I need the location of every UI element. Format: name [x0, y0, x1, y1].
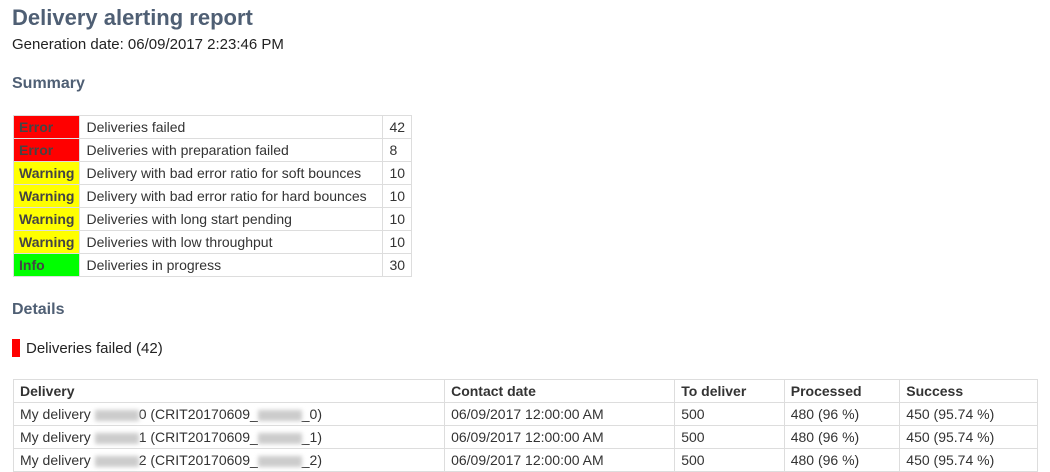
alert-count: 10 — [382, 230, 413, 254]
level-badge: Info — [12, 253, 81, 277]
page-title: Delivery alerting report — [12, 5, 253, 30]
table-row: My delivery 1 (CRIT20170609_ _1) 06/09/201… — [12, 425, 1038, 449]
level-badge: Error — [12, 138, 81, 162]
alert-count: 10 — [382, 207, 413, 231]
summary-row: Warning Delivery with bad error ratio for… — [12, 184, 413, 208]
to-deliver: 500 — [674, 448, 785, 472]
processed: 480 (96 %) — [783, 425, 901, 449]
delivery-suffix: _1) — [301, 429, 322, 445]
details-heading: Details — [12, 301, 65, 318]
redacted-text — [257, 455, 302, 467]
summary-row: Error Deliveries with preparation failed 8 — [12, 138, 413, 162]
contact-date: 06/09/2017 12:00:00 AM — [444, 425, 676, 449]
processed: 480 (96 %) — [783, 448, 901, 472]
table-row: My delivery 2 (CRIT20170609_ _2) 06/09/201… — [12, 448, 1038, 472]
redacted-text — [94, 455, 139, 467]
column-header: Delivery — [12, 379, 446, 403]
summary-row: Warning Delivery with bad error ratio for… — [12, 161, 413, 185]
alert-count: 8 — [382, 138, 413, 162]
redacted-text — [257, 409, 302, 421]
alert-label: Deliveries in progress — [79, 253, 384, 277]
column-header: Contact date — [444, 379, 676, 403]
success: 450 (95.74 %) — [899, 425, 1038, 449]
redacted-text — [94, 432, 139, 444]
section-deliveries-failed: Deliveries failed (42) — [12, 339, 163, 357]
to-deliver: 500 — [674, 425, 785, 449]
level-badge: Error — [12, 115, 81, 139]
delivery-cell: My delivery 0 (CRIT20170609_ _0) — [12, 402, 446, 426]
delivery-cell: My delivery 1 (CRIT20170609_ _1) — [12, 425, 446, 449]
summary-row: Warning Deliveries with long start pendin… — [12, 207, 413, 231]
contact-date: 06/09/2017 12:00:00 AM — [444, 402, 676, 426]
contact-date: 06/09/2017 12:00:00 AM — [444, 448, 676, 472]
alert-label: Delivery with bad error ratio for hard b… — [79, 184, 384, 208]
summary-table: Error Deliveries failed 42 Error Deliveries … — [12, 115, 413, 277]
alert-count: 10 — [382, 184, 413, 208]
summary-row: Error Deliveries failed 42 — [12, 115, 413, 139]
delivery-cell: My delivery 2 (CRIT20170609_ _2) — [12, 448, 446, 472]
alert-count: 10 — [382, 161, 413, 185]
processed: 480 (96 %) — [783, 402, 901, 426]
alert-count: 30 — [382, 253, 413, 277]
delivery-code: 2 (CRIT20170609_ — [138, 452, 258, 468]
delivery-prefix: My delivery — [20, 406, 95, 422]
success: 450 (95.74 %) — [899, 402, 1038, 426]
table-row: My delivery 0 (CRIT20170609_ _0) 06/09/201… — [12, 402, 1038, 426]
delivery-prefix: My delivery — [20, 429, 95, 445]
summary-row: Info Deliveries in progress 30 — [12, 253, 413, 277]
alert-label: Deliveries failed — [79, 115, 384, 139]
redacted-text — [257, 432, 302, 444]
generation-date: Generation date: 06/09/2017 2:23:46 PM — [12, 36, 284, 53]
alert-count: 42 — [382, 115, 413, 139]
delivery-suffix: _2) — [301, 452, 322, 468]
summary-row: Warning Deliveries with low throughput 10 — [12, 230, 413, 254]
success: 450 (95.74 %) — [899, 448, 1038, 472]
delivery-suffix: _0) — [301, 406, 322, 422]
summary-heading: Summary — [12, 75, 85, 92]
section-label: Deliveries failed (42) — [26, 339, 163, 357]
column-header: Processed — [783, 379, 901, 403]
to-deliver: 500 — [674, 402, 785, 426]
delivery-code: 1 (CRIT20170609_ — [138, 429, 258, 445]
delivery-prefix: My delivery — [20, 452, 95, 468]
column-header: To deliver — [674, 379, 785, 403]
column-header: Success — [899, 379, 1038, 403]
level-badge: Warning — [12, 161, 81, 185]
status-color-marker — [12, 339, 20, 357]
alert-label: Deliveries with low throughput — [79, 230, 384, 254]
alert-label: Deliveries with preparation failed — [79, 138, 384, 162]
level-badge: Warning — [12, 230, 81, 254]
redacted-text — [94, 409, 139, 421]
alert-label: Delivery with bad error ratio for soft b… — [79, 161, 384, 185]
level-badge: Warning — [12, 184, 81, 208]
alert-label: Deliveries with long start pending — [79, 207, 384, 231]
level-badge: Warning — [12, 207, 81, 231]
delivery-code: 0 (CRIT20170609_ — [138, 406, 258, 422]
details-table: Delivery Contact date To deliver Processed S… — [12, 379, 1038, 472]
